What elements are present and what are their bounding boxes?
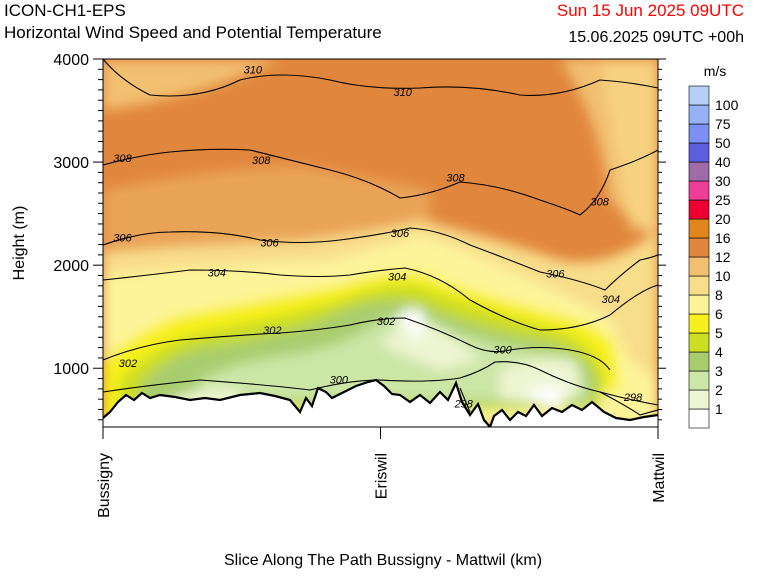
isentrope-label: 310	[244, 64, 263, 76]
colorbar-label: 16	[715, 230, 731, 246]
x-axis-label: Slice Along The Path Bussigny - Mattwil …	[223, 552, 543, 569]
colorbar-label: 6	[715, 306, 723, 322]
isentrope-label: 300	[330, 375, 349, 387]
colorbar-label: 50	[715, 135, 731, 151]
colorbar-swatch	[688, 104, 710, 125]
y-axis: 1000 2000 3000 4000	[53, 52, 666, 421]
colorbar-swatch	[688, 256, 710, 277]
isentrope-label: 302	[119, 358, 137, 370]
isentrope-lines	[103, 59, 658, 416]
isentrope-label: 308	[252, 155, 271, 167]
isentrope-label: 302	[263, 325, 281, 337]
colorbar-swatch	[688, 408, 710, 429]
colorbar-swatch	[688, 237, 710, 258]
isentrope-label: 310	[394, 87, 413, 99]
colorbar-swatch	[688, 123, 710, 144]
isentrope-label: 306	[546, 268, 565, 280]
colorbar-swatch	[688, 161, 710, 182]
init-time: 15.06.2025 09UTC +00h	[568, 29, 744, 46]
colorbar-swatch	[688, 199, 710, 220]
colorbar-label: 100	[715, 97, 739, 113]
colorbar-label: 10	[715, 268, 731, 284]
y-tick-label: 1000	[53, 361, 89, 378]
colorbar-label: 1	[715, 401, 723, 417]
colorbar-label: 3	[715, 363, 723, 379]
colorbar-label: 25	[715, 192, 731, 208]
terrain-mask	[103, 378, 658, 427]
chart-title: Horizontal Wind Speed and Potential Temp…	[4, 23, 382, 42]
isentrope-label: 306	[113, 232, 132, 244]
isentrope-label: 304	[388, 272, 406, 284]
colorbar-swatch	[688, 85, 710, 106]
colorbar-swatch	[688, 351, 710, 372]
isentrope-label: 308	[591, 196, 610, 208]
colorbar-label: 2	[715, 382, 723, 398]
y-tick-label: 2000	[53, 258, 89, 275]
colorbar-label: 30	[715, 173, 731, 189]
colorbar-label: 8	[715, 287, 723, 303]
isentrope-label: 302	[377, 316, 395, 328]
isentrope-label: 308	[113, 153, 132, 165]
isentrope-labels: 310 310 308 308 308 308 306 306 306 306 304 304 304 3…	[113, 64, 643, 410]
y-axis-label: Height (m)	[11, 206, 28, 281]
isentrope-label: 306	[260, 237, 279, 249]
isentrope-label: 300	[493, 345, 512, 357]
colorbar-swatch	[688, 142, 710, 163]
colorbar-label: 12	[715, 249, 731, 265]
colorbar-label: 40	[715, 154, 731, 170]
colorbar-swatch	[688, 218, 710, 239]
isentrope-label: 298	[454, 398, 474, 410]
colorbar-label: 75	[715, 116, 731, 132]
x-tick-label: Mattwil	[651, 453, 668, 503]
colorbar-unit: m/s	[704, 63, 727, 79]
colorbar-swatch	[688, 180, 710, 201]
colorbar-swatch	[688, 389, 710, 410]
y-tick-label: 4000	[53, 52, 89, 69]
x-tick-label: Bussigny	[96, 453, 113, 518]
x-tick-label: Eriswil	[374, 453, 391, 499]
colorbar-label: 5	[715, 325, 723, 341]
colorbar-swatch	[688, 370, 710, 391]
isentrope-label: 304	[208, 267, 226, 279]
colorbar-label: 20	[715, 211, 731, 227]
model-name: ICON-CH1-EPS	[4, 1, 126, 20]
valid-time: Sun 15 Jun 2025 09UTC	[556, 1, 744, 20]
y-tick-label: 3000	[53, 155, 89, 172]
colorbar-swatch	[688, 332, 710, 353]
isentrope-label: 306	[391, 228, 410, 240]
colorbar-swatch	[688, 294, 710, 315]
isentrope-label: 308	[446, 173, 465, 185]
colorbar-swatch	[688, 275, 710, 296]
colorbar-label: 4	[715, 344, 723, 360]
colorbar-swatch	[688, 313, 710, 334]
wind-speed-field	[103, 59, 658, 427]
x-axis: Bussigny Eriswil Mattwil	[96, 427, 668, 518]
isentrope-label: 304	[602, 294, 620, 306]
isentrope-label: 298	[623, 392, 643, 404]
